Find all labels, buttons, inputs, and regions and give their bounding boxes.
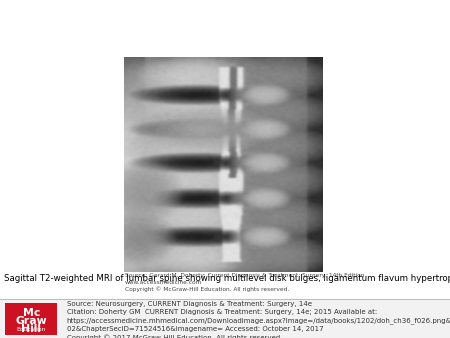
Text: Graw: Graw bbox=[15, 316, 47, 326]
Text: Mc: Mc bbox=[22, 308, 40, 318]
Text: Education: Education bbox=[17, 327, 46, 332]
Bar bbox=[5, 303, 57, 335]
Text: Source: Neurosurgery, CURRENT Diagnosis & Treatment: Surgery, 14e
Citation: Dohe: Source: Neurosurgery, CURRENT Diagnosis … bbox=[67, 301, 450, 338]
Text: Source: Gerard M. Doherty: Current Diagnosis & Treatment: Surgery, 14th Edition
: Source: Gerard M. Doherty: Current Diagn… bbox=[125, 273, 364, 292]
Bar bbox=[0, 299, 450, 338]
Text: Hill: Hill bbox=[21, 324, 41, 334]
Text: Sagittal T2-weighted MRI of lumbar spine showing multilevel disk bulges, ligamen: Sagittal T2-weighted MRI of lumbar spine… bbox=[4, 274, 450, 284]
